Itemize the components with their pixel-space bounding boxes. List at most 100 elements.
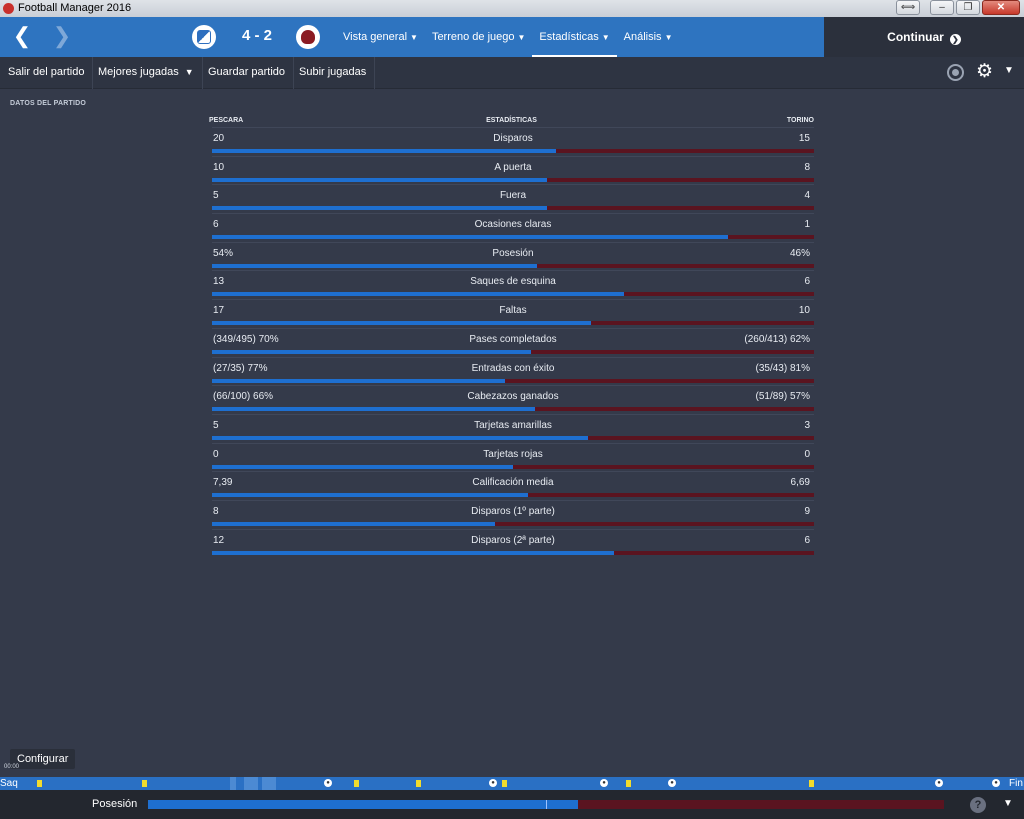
yellow-card-icon[interactable] — [416, 780, 421, 787]
stat-label: Disparos — [493, 133, 533, 144]
home-share-fill — [212, 235, 728, 240]
record-icon[interactable] — [947, 64, 964, 81]
goal-ball-icon[interactable]: ● — [935, 779, 943, 787]
home-stat-value: (66/100) 66% — [213, 391, 274, 403]
stat-row: 5 Fuera 4 — [212, 184, 814, 213]
yellow-card-icon[interactable] — [626, 780, 631, 787]
tab-overview[interactable]: Vista general ▼ — [343, 31, 418, 43]
forward-arrow-icon[interactable]: ❯ — [52, 23, 72, 48]
stat-comparison-bar — [212, 349, 814, 354]
away-stat-value: 3 — [804, 419, 810, 431]
chevron-down-icon: ▼ — [517, 33, 526, 42]
goal-ball-icon[interactable]: ● — [600, 779, 608, 787]
yellow-card-icon[interactable] — [502, 780, 507, 787]
back-arrow-icon[interactable]: ❮ — [12, 23, 32, 48]
yellow-card-icon[interactable] — [354, 780, 359, 787]
timeline-end-label: Fin — [1009, 778, 1023, 789]
away-stat-value: 9 — [804, 505, 810, 517]
arrow-right-circle-icon: ❯ — [949, 34, 961, 45]
home-share-fill — [212, 435, 589, 440]
stat-comparison-bar — [212, 435, 814, 440]
window-title: Football Manager 2016 — [18, 2, 132, 14]
away-stat-value: 10 — [798, 305, 810, 317]
away-team-crest — [296, 25, 320, 49]
resize-button[interactable]: ⟺ — [896, 0, 920, 15]
gear-icon[interactable]: ⚙ — [976, 61, 994, 82]
home-stat-value: 12 — [213, 534, 225, 546]
save-match-button[interactable]: Guardar partido — [200, 57, 295, 89]
stat-row: 12 Disparos (2ª parte) 6 — [212, 528, 814, 558]
home-stat-value: 5 — [213, 419, 219, 431]
stat-label: Fuera — [499, 190, 527, 202]
tab-analysis[interactable]: Análisis ▼ — [623, 31, 673, 43]
help-icon[interactable]: ? — [970, 797, 986, 813]
upload-highlights-button[interactable]: Subir jugadas — [291, 57, 376, 89]
configure-button[interactable]: Configurar — [10, 749, 76, 769]
goal-ball-icon[interactable]: ● — [324, 779, 332, 787]
away-stat-value: (260/413) 62% — [744, 333, 810, 345]
app-icon — [3, 3, 14, 14]
home-stat-value: (27/35) 77% — [213, 362, 268, 374]
stat-label: Calificación media — [472, 477, 554, 489]
away-stat-value: 6 — [804, 276, 810, 288]
stat-row: (349/495) 70% Pases completados (260/413) … — [212, 327, 814, 357]
home-stat-value: 8 — [213, 505, 219, 517]
minimize-button[interactable]: – — [930, 0, 954, 15]
goal-ball-icon[interactable]: ● — [668, 779, 676, 787]
home-stat-value: 17 — [213, 305, 225, 317]
stat-row: 13 Saques de esquina 6 — [212, 270, 814, 299]
stat-row: 17 Faltas 10 — [212, 299, 814, 328]
possession-bar — [148, 800, 944, 809]
goal-ball-icon[interactable]: ● — [992, 779, 1000, 787]
stat-comparison-bar — [212, 464, 814, 469]
home-stat-value: 0 — [213, 448, 219, 460]
match-clock: 00:00 — [4, 764, 20, 770]
tab-pitch[interactable]: Terreno de juego ▼ — [431, 31, 526, 43]
away-stat-value: (35/43) 81% — [755, 362, 810, 374]
match-score: 4 - 2 — [241, 27, 272, 44]
stats-header: PESCARA ESTADÍSTICAS TORINO — [209, 117, 814, 127]
stats-column-title: ESTADÍSTICAS — [486, 117, 537, 124]
yellow-card-icon[interactable] — [37, 780, 42, 787]
stat-comparison-bar — [212, 177, 814, 182]
chevron-down-icon[interactable]: ▼ — [1004, 65, 1014, 76]
home-share-fill — [212, 263, 538, 268]
away-stat-value: (51/89) 57% — [755, 391, 810, 403]
window-controls: ⟺ – ❐ ✕ — [896, 0, 1020, 17]
stat-label: Posesión — [492, 247, 534, 259]
stat-comparison-bar — [212, 263, 814, 268]
continue-button[interactable]: Continuar ❯ — [824, 17, 1024, 57]
home-share-fill — [212, 177, 547, 182]
highlights-button[interactable]: Mejores jugadas ▼ — [90, 57, 203, 89]
stat-comparison-bar — [212, 550, 814, 555]
stat-label: Tarjetas amarillas — [474, 419, 552, 431]
away-stat-value: 0 — [804, 448, 810, 460]
stat-comparison-bar — [212, 149, 814, 153]
maximize-button[interactable]: ❐ — [956, 0, 980, 15]
stat-comparison-bar — [212, 378, 814, 383]
close-button[interactable]: ✕ — [982, 0, 1020, 15]
home-stat-value: 13 — [213, 276, 225, 288]
stat-row: 0 Tarjetas rojas 0 — [212, 442, 814, 472]
tab-statistics[interactable]: Estadísticas ▼ — [532, 17, 617, 57]
stat-comparison-bar — [212, 521, 814, 526]
chevron-down-icon: ▼ — [664, 33, 673, 42]
timeline-shade — [262, 777, 276, 790]
home-stat-value: 54% — [213, 247, 234, 259]
stats-table: 20 Disparos 15 10 A puerta 8 5 Fuera 4 6 Ocasiones… — [212, 127, 814, 557]
timeline-shade — [244, 777, 258, 790]
away-stat-value: 1 — [804, 219, 810, 231]
chevron-down-icon: ▼ — [410, 33, 418, 42]
goal-ball-icon[interactable]: ● — [489, 779, 497, 787]
yellow-card-icon[interactable] — [809, 780, 814, 787]
stat-row: 7,39 Calificación media 6,69 — [212, 471, 814, 500]
match-menu: Vista general ▼ Terreno de juego ▼ Estadís… — [336, 17, 679, 57]
top-navigation: ❮ ❯ 4 - 2 Vista general ▼ Terreno de jueg… — [0, 17, 1024, 57]
exit-match-button[interactable]: Salir del partido — [0, 57, 94, 89]
chevron-down-icon[interactable]: ▼ — [1003, 798, 1013, 809]
home-share-fill — [212, 378, 506, 383]
match-timeline[interactable]: Saq Fin ● ● ● ● ● ● — [0, 777, 1024, 790]
home-team-crest — [192, 25, 216, 49]
home-team-name: PESCARA — [209, 117, 244, 124]
yellow-card-icon[interactable] — [142, 780, 147, 787]
